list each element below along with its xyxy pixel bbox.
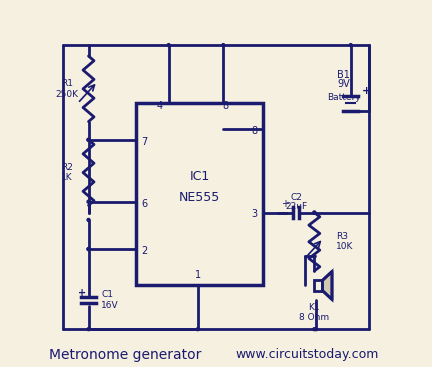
Text: 1: 1 <box>195 270 201 280</box>
Circle shape <box>313 211 316 214</box>
Circle shape <box>222 44 225 47</box>
Circle shape <box>196 328 199 331</box>
Circle shape <box>87 200 90 203</box>
Text: C1
16V: C1 16V <box>101 290 119 310</box>
Text: 6: 6 <box>141 199 147 208</box>
Text: R2
1K: R2 1K <box>61 163 73 182</box>
Circle shape <box>314 328 318 331</box>
Circle shape <box>87 248 90 251</box>
Circle shape <box>87 218 90 221</box>
Text: Metronome generator: Metronome generator <box>49 348 201 362</box>
Text: 8: 8 <box>222 101 228 111</box>
Circle shape <box>349 44 352 47</box>
Circle shape <box>313 211 316 214</box>
Bar <box>314 280 322 291</box>
Text: +: + <box>78 288 86 298</box>
Text: K1
8 Ohm: K1 8 Ohm <box>299 303 330 323</box>
Circle shape <box>313 328 316 331</box>
Circle shape <box>87 138 90 141</box>
Bar <box>136 103 264 286</box>
Circle shape <box>87 138 90 141</box>
Text: R3
10K: R3 10K <box>336 232 353 251</box>
Text: Battery: Battery <box>327 93 360 102</box>
Text: 7: 7 <box>141 137 148 146</box>
Circle shape <box>167 44 170 47</box>
Circle shape <box>313 255 316 258</box>
Text: IC1
NE555: IC1 NE555 <box>179 170 220 204</box>
Circle shape <box>87 328 90 331</box>
Text: 22uF: 22uF <box>285 202 307 211</box>
Polygon shape <box>322 272 332 299</box>
Text: B1: B1 <box>337 70 350 80</box>
Text: 8: 8 <box>252 126 258 136</box>
Text: 9V: 9V <box>337 79 350 89</box>
Text: +: + <box>281 199 289 209</box>
Circle shape <box>313 255 316 258</box>
Text: R1
250K: R1 250K <box>55 79 78 98</box>
Text: 3: 3 <box>252 210 258 219</box>
Text: C2: C2 <box>290 193 302 202</box>
Circle shape <box>87 248 90 251</box>
Text: +: + <box>362 86 371 96</box>
Text: 4: 4 <box>156 101 162 111</box>
Text: www.circuitstoday.com: www.circuitstoday.com <box>235 348 379 361</box>
Text: 2: 2 <box>141 246 148 256</box>
